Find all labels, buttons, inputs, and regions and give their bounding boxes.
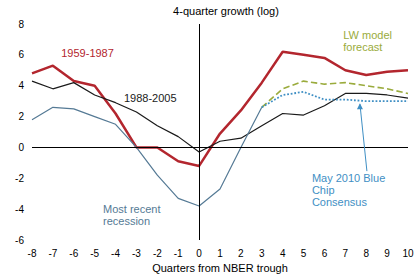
svg-text:8: 8 bbox=[18, 19, 24, 30]
svg-text:1959-1987: 1959-1987 bbox=[61, 47, 114, 59]
svg-text:recession: recession bbox=[103, 215, 150, 227]
svg-text:Consensus: Consensus bbox=[312, 196, 368, 208]
svg-text:5: 5 bbox=[301, 248, 307, 259]
svg-text:6: 6 bbox=[322, 248, 328, 259]
svg-text:-4: -4 bbox=[15, 204, 24, 215]
svg-text:10: 10 bbox=[402, 248, 414, 259]
svg-text:-6: -6 bbox=[69, 248, 78, 259]
svg-text:-1: -1 bbox=[174, 248, 183, 259]
svg-text:4: 4 bbox=[280, 248, 286, 259]
svg-text:LW model: LW model bbox=[343, 29, 395, 41]
svg-text:3: 3 bbox=[259, 248, 265, 259]
svg-text:2: 2 bbox=[18, 111, 24, 122]
svg-text:2: 2 bbox=[238, 248, 244, 259]
svg-text:-8: -8 bbox=[28, 248, 37, 259]
svg-text:1: 1 bbox=[217, 248, 223, 259]
svg-text:-4: -4 bbox=[111, 248, 120, 259]
svg-text:Quarters from NBER trough: Quarters from NBER trough bbox=[152, 262, 288, 274]
svg-text:Chip: Chip bbox=[312, 184, 338, 196]
svg-text:-7: -7 bbox=[48, 248, 57, 259]
svg-text:-6: -6 bbox=[15, 235, 24, 246]
svg-text:1988-2005: 1988-2005 bbox=[124, 92, 177, 104]
svg-text:Most recent: Most recent bbox=[103, 203, 164, 215]
svg-text:8: 8 bbox=[363, 248, 369, 259]
svg-text:4: 4 bbox=[18, 80, 24, 91]
svg-text:-5: -5 bbox=[90, 248, 99, 259]
svg-text:9: 9 bbox=[384, 248, 390, 259]
svg-text:forecast: forecast bbox=[343, 41, 382, 53]
svg-text:6: 6 bbox=[18, 49, 24, 60]
svg-text:4-quarter growth (log): 4-quarter growth (log) bbox=[173, 5, 279, 17]
svg-text:0: 0 bbox=[18, 142, 24, 153]
svg-text:0: 0 bbox=[196, 248, 202, 259]
svg-text:-2: -2 bbox=[15, 173, 24, 184]
svg-text:7: 7 bbox=[343, 248, 349, 259]
svg-text:-2: -2 bbox=[153, 248, 162, 259]
svg-text:-3: -3 bbox=[132, 248, 141, 259]
svg-text:May 2010 Blue: May 2010 Blue bbox=[312, 172, 388, 184]
